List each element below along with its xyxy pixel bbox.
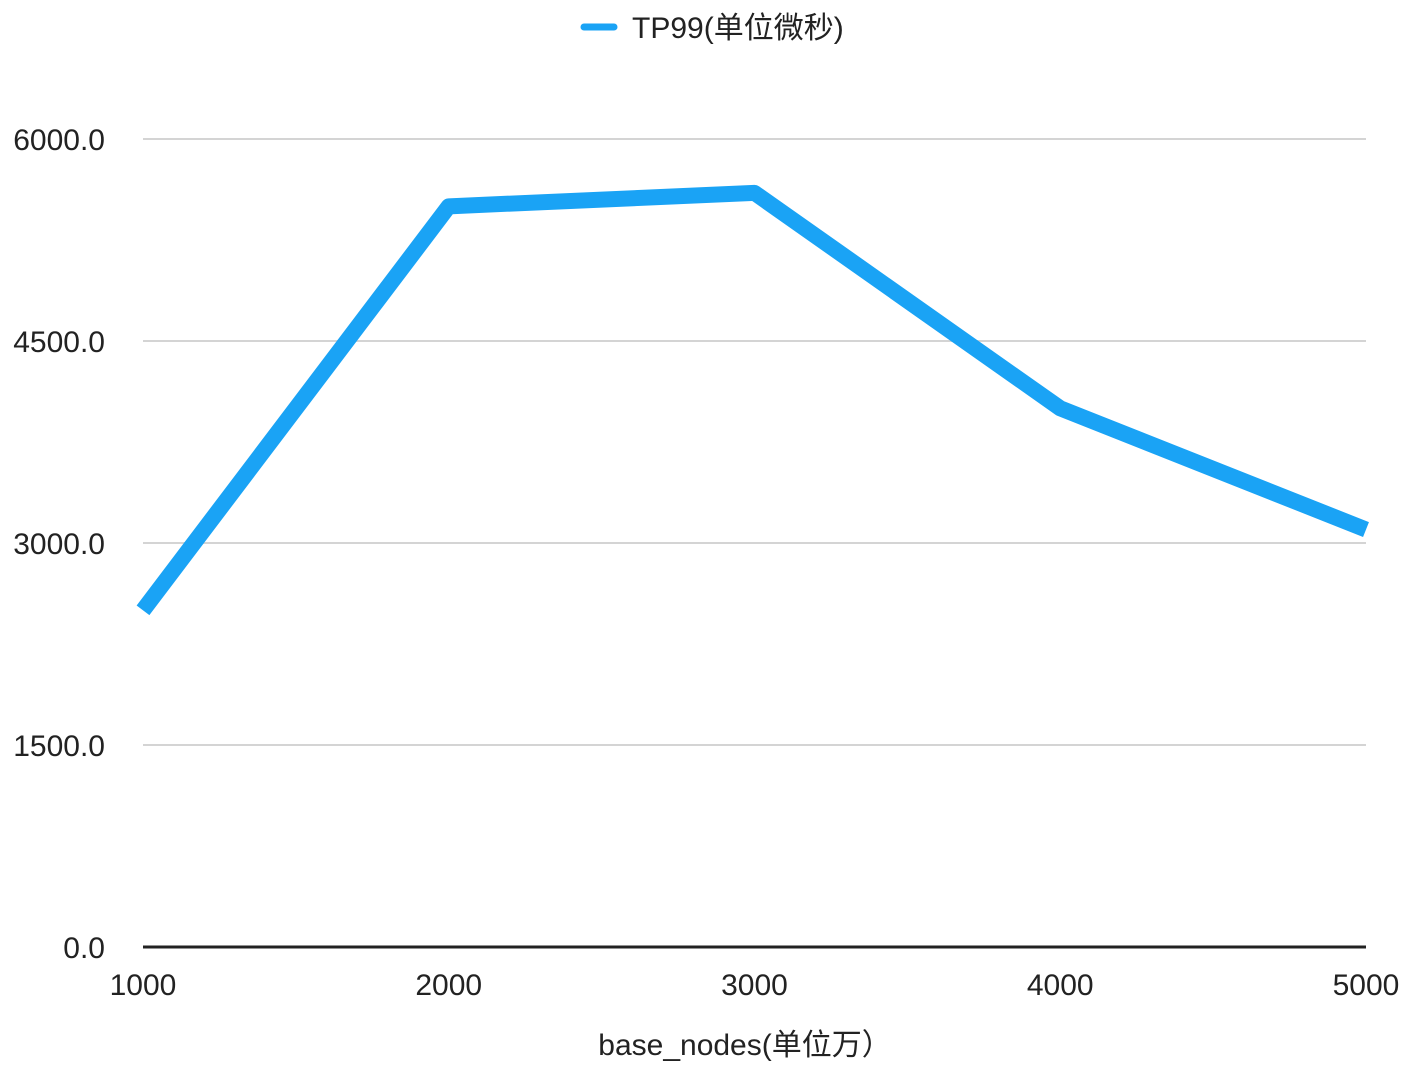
gridlines [143,138,1366,746]
legend: TP99(单位微秒) [580,12,844,45]
legend-label: TP99(单位微秒) [632,12,844,45]
y-tick-label: 3000.0 [13,528,105,561]
series-group [136,184,1369,616]
x-tick-label: 3000 [721,969,788,1002]
y-tick-label: 6000.0 [13,124,105,157]
x-axis-title: base_nodes(单位万） [598,1029,891,1062]
y-tick-label: 1500.0 [13,730,105,763]
y-axis-tick-labels: 0.0 1500.0 3000.0 4500.0 6000.0 [13,124,105,965]
y-tick-label: 4500.0 [13,326,105,359]
x-tick-label: 1000 [110,969,177,1002]
x-tick-label: 5000 [1333,969,1400,1002]
x-tick-label: 2000 [415,969,482,1002]
x-axis-tick-labels: 1000 2000 3000 4000 5000 [110,969,1400,1002]
series-line [136,184,1369,616]
y-tick-label: 0.0 [63,932,105,965]
x-tick-label: 4000 [1027,969,1094,1002]
